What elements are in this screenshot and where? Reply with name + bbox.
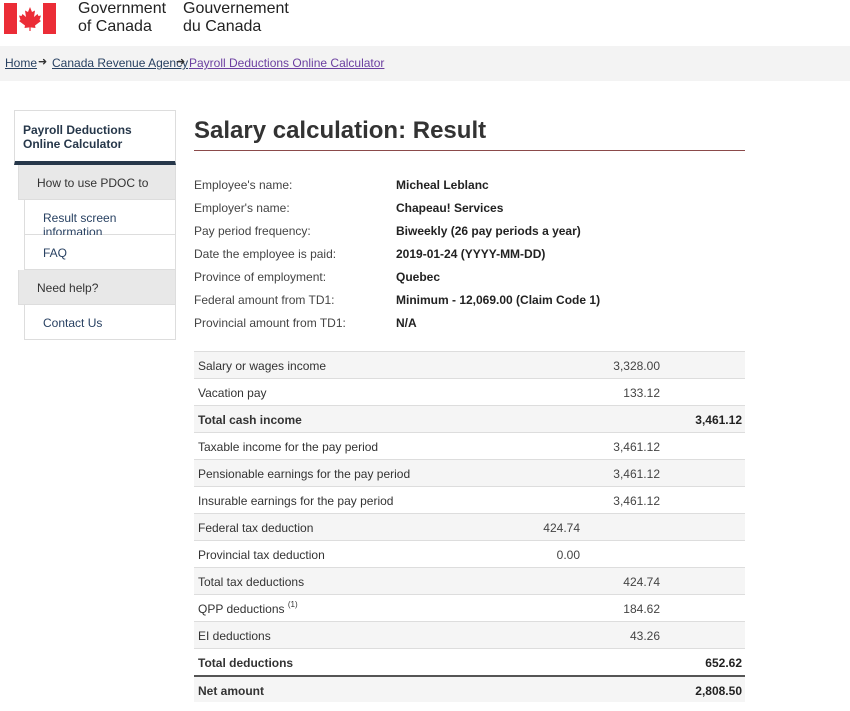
- info-label: Date the employee is paid:: [194, 247, 337, 261]
- info-row-employee-name: Employee's name: Micheal Leblanc: [194, 175, 745, 198]
- row-label: Pensionable earnings for the pay period: [198, 467, 411, 481]
- table-row-net-amount: Net amount 2,808.50: [194, 675, 745, 702]
- cell-col2: 3,461.12: [613, 440, 660, 454]
- info-row-pay-period-frequency: Pay period frequency: Biweekly (26 pay p…: [194, 221, 745, 244]
- row-label-text: QPP deductions: [198, 602, 285, 616]
- info-value: Quebec: [396, 270, 441, 284]
- info-value: 2019-01-24 (YYYY-MM-DD): [396, 247, 546, 261]
- signature-fr-line2: du Canada: [183, 18, 262, 35]
- signature-en-line2: of Canada: [78, 18, 152, 35]
- signature-french: Gouvernement du Canada: [183, 0, 289, 36]
- cell-col2: 133.12: [623, 386, 660, 400]
- page-title: Salary calculation: Result: [194, 117, 487, 144]
- sidebar-item-label: Need help?: [37, 281, 99, 295]
- employee-info: Employee's name: Micheal Leblanc Employe…: [194, 175, 745, 336]
- table-row: Total tax deductions 424.74: [194, 567, 745, 594]
- info-value: Chapeau! Services: [396, 201, 504, 215]
- breadcrumb-home-link[interactable]: Home: [5, 56, 38, 70]
- sidebar-item-label: FAQ: [43, 246, 68, 260]
- breadcrumb-cra-link[interactable]: Canada Revenue Agency: [52, 56, 189, 70]
- cell-col1: 0.00: [556, 548, 580, 562]
- signature-fr-line1: Gouvernement: [183, 0, 289, 17]
- row-label: Salary or wages income: [198, 359, 327, 373]
- row-label: Vacation pay: [198, 386, 267, 400]
- gov-header: Government of Canada Gouvernement du Can…: [0, 0, 850, 46]
- cell-col2: 184.62: [623, 602, 660, 616]
- info-row-pay-date: Date the employee is paid: 2019-01-24 (Y…: [194, 244, 745, 267]
- info-label: Provincial amount from TD1:: [194, 316, 346, 330]
- row-label: Provincial tax deduction: [198, 548, 325, 562]
- row-label: Net amount: [198, 684, 264, 698]
- breadcrumb-pdoc-link[interactable]: Payroll Deductions Online Calculator: [189, 56, 385, 70]
- cell-col3: 652.62: [705, 656, 742, 670]
- info-row-federal-td1: Federal amount from TD1: Minimum - 12,06…: [194, 290, 745, 313]
- cell-col2: 3,328.00: [613, 359, 660, 373]
- sidebar: Payroll Deductions Online Calculator How…: [14, 110, 176, 340]
- results-table: Salary or wages income 3,328.00 Vacation…: [194, 351, 745, 702]
- table-row: Taxable income for the pay period 3,461.…: [194, 432, 745, 459]
- title-divider: [194, 150, 745, 151]
- footnote-link[interactable]: (1): [287, 600, 298, 609]
- info-row-provincial-td1: Provincial amount from TD1: N/A: [194, 313, 745, 336]
- info-value: N/A: [396, 316, 417, 330]
- sidebar-item-result-screen-information[interactable]: Result screen information: [24, 200, 176, 239]
- info-value: Minimum - 12,069.00 (Claim Code 1): [396, 293, 601, 307]
- breadcrumb-arrow-icon: ➜: [38, 56, 48, 68]
- cell-col2: 3,461.12: [613, 467, 660, 481]
- info-label: Federal amount from TD1:: [194, 293, 335, 307]
- info-label: Pay period frequency:: [194, 224, 311, 238]
- table-row: Salary or wages income 3,328.00: [194, 351, 745, 378]
- info-value: Micheal Leblanc: [396, 178, 489, 192]
- cell-col1: 424.74: [543, 521, 580, 535]
- table-row: Insurable earnings for the pay period 3,…: [194, 486, 745, 513]
- table-row: QPP deductions (1) 184.62: [194, 594, 745, 621]
- row-label: Total deductions: [198, 656, 294, 670]
- info-row-province: Province of employment: Quebec: [194, 267, 745, 290]
- canada-flag-icon[interactable]: [4, 3, 56, 34]
- table-row: Vacation pay 133.12: [194, 378, 745, 405]
- cell-col2: 43.26: [629, 629, 660, 643]
- table-row: EI deductions 43.26: [194, 621, 745, 648]
- info-value: Biweekly (26 pay periods a year): [396, 224, 581, 238]
- sidebar-item-faq[interactable]: FAQ: [24, 235, 176, 270]
- table-row: Pensionable earnings for the pay period …: [194, 459, 745, 486]
- table-row-total-deductions: Total deductions 652.62: [194, 648, 745, 675]
- row-label: Taxable income for the pay period: [198, 440, 379, 454]
- row-label: Total tax deductions: [198, 575, 305, 589]
- row-label: QPP deductions (1): [198, 600, 298, 616]
- breadcrumb-arrow-icon: ➜: [176, 56, 186, 68]
- row-label: EI deductions: [198, 629, 271, 643]
- sidebar-item-contact-us[interactable]: Contact Us: [24, 305, 176, 340]
- signature-english: Government of Canada: [78, 0, 166, 36]
- cell-col3: 3,461.12: [695, 413, 742, 427]
- sidebar-item-label: How to use PDOC to: [37, 176, 149, 190]
- sidebar-item-how-to-use[interactable]: How to use PDOC to: [18, 165, 176, 200]
- sidebar-item-need-help[interactable]: Need help?: [18, 270, 176, 305]
- signature-en-line1: Government: [78, 0, 167, 17]
- info-label: Employee's name:: [194, 178, 293, 192]
- info-label: Province of employment:: [194, 270, 327, 284]
- cell-col2: 424.74: [623, 575, 660, 589]
- row-label: Total cash income: [198, 413, 302, 427]
- cell-col2: 3,461.12: [613, 494, 660, 508]
- cell-col3: 2,808.50: [695, 684, 742, 698]
- info-label: Employer's name:: [194, 201, 290, 215]
- table-row: Federal tax deduction 424.74: [194, 513, 745, 540]
- row-label: Federal tax deduction: [198, 521, 314, 535]
- info-row-employer-name: Employer's name: Chapeau! Services: [194, 198, 745, 221]
- table-row-total-cash-income: Total cash income 3,461.12: [194, 405, 745, 432]
- row-label: Insurable earnings for the pay period: [198, 494, 394, 508]
- sidebar-item-label: Contact Us: [43, 316, 103, 330]
- sidebar-title[interactable]: Payroll Deductions Online Calculator: [14, 110, 176, 165]
- table-row: Provincial tax deduction 0.00: [194, 540, 745, 567]
- breadcrumb: Home ➜ Canada Revenue Agency ➜ Payroll D…: [0, 46, 850, 81]
